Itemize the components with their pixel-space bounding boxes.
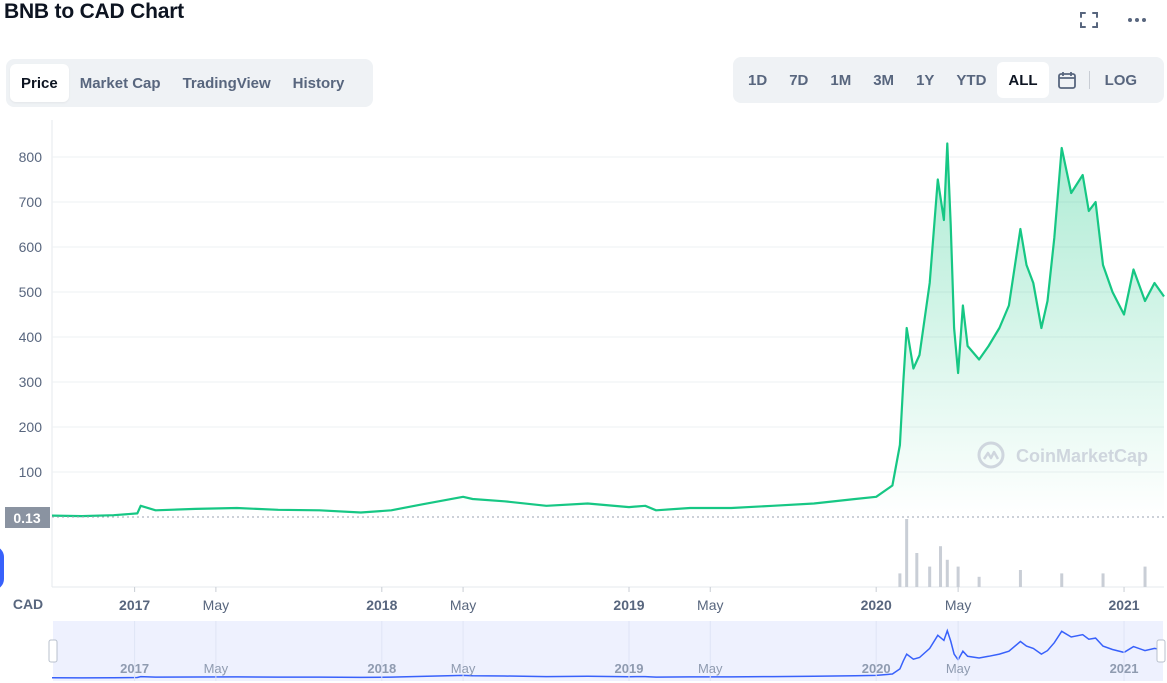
currency-label: CAD (13, 596, 43, 612)
volume-bar (1143, 566, 1147, 587)
volume-bar (1018, 570, 1022, 587)
range-7d[interactable]: 7D (789, 71, 809, 89)
volume-bar (939, 546, 943, 587)
volume-bar (1101, 573, 1105, 587)
navigator-line (51, 628, 1165, 679)
y-tick-label: 700 (19, 194, 43, 210)
current-price-label: 0.13 (13, 510, 40, 526)
volume-bars (898, 519, 1147, 587)
y-tick-label: 800 (19, 149, 43, 165)
y-tick-label: 100 (19, 464, 43, 480)
log-scale-toggle[interactable]: LOG (1104, 71, 1138, 89)
tab-tradingview[interactable]: TradingView (182, 74, 271, 92)
x-tick-label: 2020 (861, 597, 892, 613)
x-tick-label: May (450, 597, 476, 613)
navigator-axis: 2017 May 2018 May 2019 May 2020 May 2021 (120, 621, 1139, 681)
navigator-background (53, 621, 1163, 681)
tab-market-cap[interactable]: Market Cap (79, 74, 161, 92)
side-indicator (0, 546, 4, 590)
navigator-tick-label: May (204, 661, 229, 676)
navigator-handle-right[interactable] (1156, 639, 1166, 663)
x-tick-label: 2021 (1108, 597, 1139, 613)
x-tick-label: 2019 (613, 597, 644, 613)
volume-bar (945, 559, 949, 587)
navigator-tick-label: May (698, 661, 723, 676)
price-line (51, 142, 1165, 518)
y-tick-label: 500 (19, 284, 43, 300)
coinmarketcap-watermark: CoinMarketCap (977, 441, 1148, 469)
time-range-selector: 1D 7D 1M 3M 1Y YTD ALL LOG (733, 57, 1164, 103)
volume-bar (1060, 573, 1064, 587)
range-1m[interactable]: 1M (830, 71, 852, 89)
volume-bar (905, 519, 909, 587)
fullscreen-icon[interactable] (1077, 8, 1101, 32)
y-axis: 100 200 300 400 500 600 700 800 (19, 149, 43, 480)
range-divider (1088, 71, 1090, 89)
range-ytd[interactable]: YTD (956, 71, 987, 89)
y-tick-label: 600 (19, 239, 43, 255)
navigator-tick-label: 2019 (615, 661, 644, 676)
x-tick-label: 2017 (119, 597, 150, 613)
volume-bar (915, 553, 919, 587)
range-1d[interactable]: 1D (748, 71, 768, 89)
current-price-badge (5, 507, 50, 528)
navigator-tick-label: 2017 (120, 661, 149, 676)
x-axis: 2017 May 2018 May 2019 May 2020 May 2021 (119, 587, 1140, 613)
page-title: BNB to CAD Chart (4, 0, 184, 23)
tab-history[interactable]: History (292, 74, 345, 92)
navigator-tick-label: 2018 (367, 661, 396, 676)
volume-bar (898, 573, 902, 587)
x-tick-label: May (203, 597, 229, 613)
x-tick-label: May (697, 597, 723, 613)
navigator-tick-label: May (451, 661, 476, 676)
y-tick-label: 400 (19, 329, 43, 345)
chart-toolbar (1077, 8, 1149, 32)
y-tick-label: 300 (19, 374, 43, 390)
navigator-tick-label: 2021 (1110, 661, 1139, 676)
watermark-text: CoinMarketCap (1016, 446, 1148, 466)
x-tick-label: May (945, 597, 971, 613)
range-all[interactable]: ALL (997, 62, 1049, 98)
chart-type-tabs: Price Market Cap TradingView History (6, 59, 373, 107)
more-icon[interactable] (1125, 8, 1149, 32)
navigator-handle-left[interactable] (48, 639, 58, 663)
tab-price[interactable]: Price (10, 64, 69, 102)
calendar-icon[interactable] (1049, 62, 1085, 98)
range-3m[interactable]: 3M (873, 71, 895, 89)
x-tick-label: 2018 (366, 597, 397, 613)
volume-bar (977, 576, 981, 587)
navigator-tick-label: May (946, 661, 971, 676)
range-navigator[interactable]: 2017 May 2018 May 2019 May 2020 May 2021 (48, 621, 1166, 681)
navigator-tick-label: 2020 (862, 661, 891, 676)
volume-bar (956, 566, 960, 587)
y-tick-label: 200 (19, 419, 43, 435)
price-area (52, 143, 1164, 517)
range-1y[interactable]: 1Y (916, 71, 935, 89)
volume-bar (928, 566, 932, 587)
